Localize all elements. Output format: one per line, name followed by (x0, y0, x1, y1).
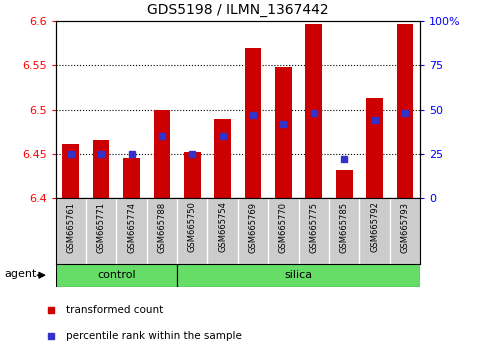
Bar (336, 170, 353, 198)
Bar (305, 24, 322, 198)
Text: GSM665775: GSM665775 (309, 201, 318, 252)
Text: agent: agent (4, 269, 37, 279)
Text: GSM665769: GSM665769 (249, 201, 257, 252)
Bar (184, 152, 200, 198)
Bar (177, 264, 420, 287)
Text: control: control (97, 270, 136, 280)
Text: transformed count: transformed count (67, 305, 164, 315)
Bar (366, 98, 383, 198)
Text: GSM665750: GSM665750 (188, 201, 197, 252)
Text: GSM665771: GSM665771 (97, 201, 106, 252)
Bar (62, 144, 79, 198)
Bar (123, 158, 140, 198)
Text: GSM665774: GSM665774 (127, 201, 136, 252)
Bar (245, 48, 261, 198)
Bar (397, 24, 413, 198)
Text: GSM665793: GSM665793 (400, 201, 410, 252)
Text: GSM665761: GSM665761 (66, 201, 75, 252)
Text: GSM665788: GSM665788 (157, 201, 167, 253)
Title: GDS5198 / ILMN_1367442: GDS5198 / ILMN_1367442 (147, 4, 329, 17)
Bar (154, 110, 170, 198)
Text: percentile rank within the sample: percentile rank within the sample (67, 331, 242, 341)
Bar (214, 119, 231, 198)
Text: GSM665754: GSM665754 (218, 201, 227, 252)
Text: GSM665792: GSM665792 (370, 201, 379, 252)
Bar (275, 67, 292, 198)
Bar (93, 140, 110, 198)
Text: silica: silica (284, 270, 313, 280)
Text: GSM665770: GSM665770 (279, 201, 288, 252)
Bar (56, 264, 177, 287)
Text: GSM665785: GSM665785 (340, 201, 349, 252)
